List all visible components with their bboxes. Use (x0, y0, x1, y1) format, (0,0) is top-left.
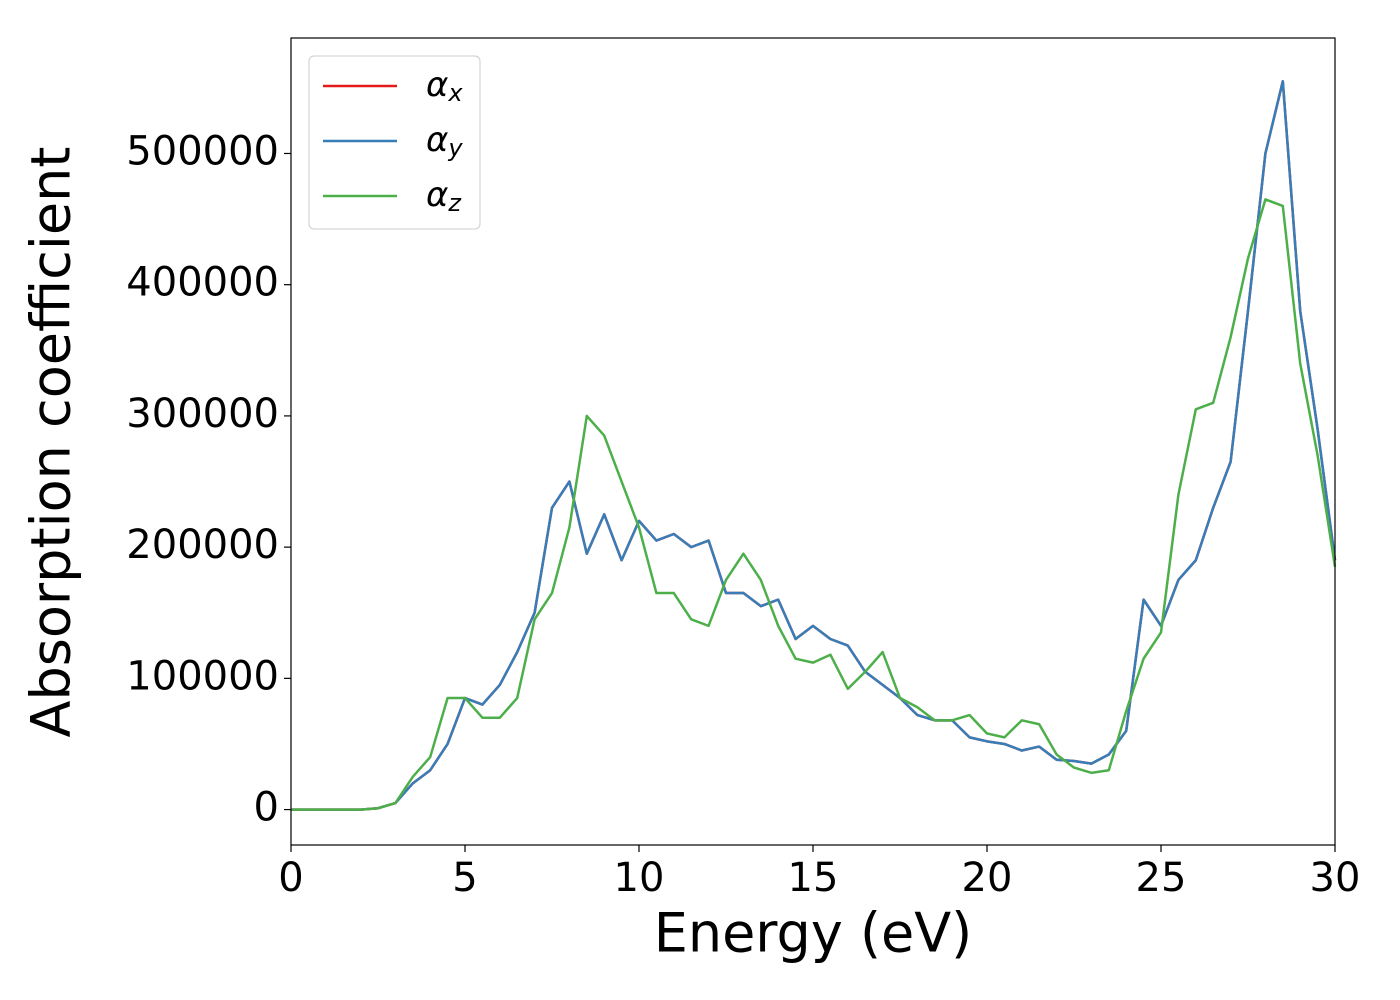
y-tick-label: 500000 (126, 128, 279, 174)
x-tick-label: 30 (1310, 855, 1361, 901)
legend-box (308, 55, 481, 230)
y-tick-label: 0 (254, 785, 279, 831)
x-tick-label: 5 (452, 855, 477, 901)
x-tick-label: 15 (788, 855, 839, 901)
x-tick-label: 20 (962, 855, 1013, 901)
y-tick-label: 300000 (126, 391, 279, 437)
legend-label: αz (426, 175, 462, 218)
y-tick-label: 100000 (126, 653, 279, 699)
data-line (291, 198, 1337, 811)
x-tick-label: 10 (614, 855, 665, 901)
y-tick-label: 200000 (126, 522, 279, 568)
y-tick-label: 400000 (126, 260, 279, 306)
legend-label: αx (426, 65, 463, 108)
x-tick-label: 0 (278, 855, 303, 901)
plot-frame (290, 37, 1336, 846)
y-axis-label: Absorption coefficient (20, 147, 83, 738)
x-axis-label: Energy (eV) (654, 902, 973, 965)
x-tick-label: 25 (1136, 855, 1187, 901)
legend-label: αy (426, 120, 463, 163)
legend: αx αy αz (308, 55, 481, 230)
